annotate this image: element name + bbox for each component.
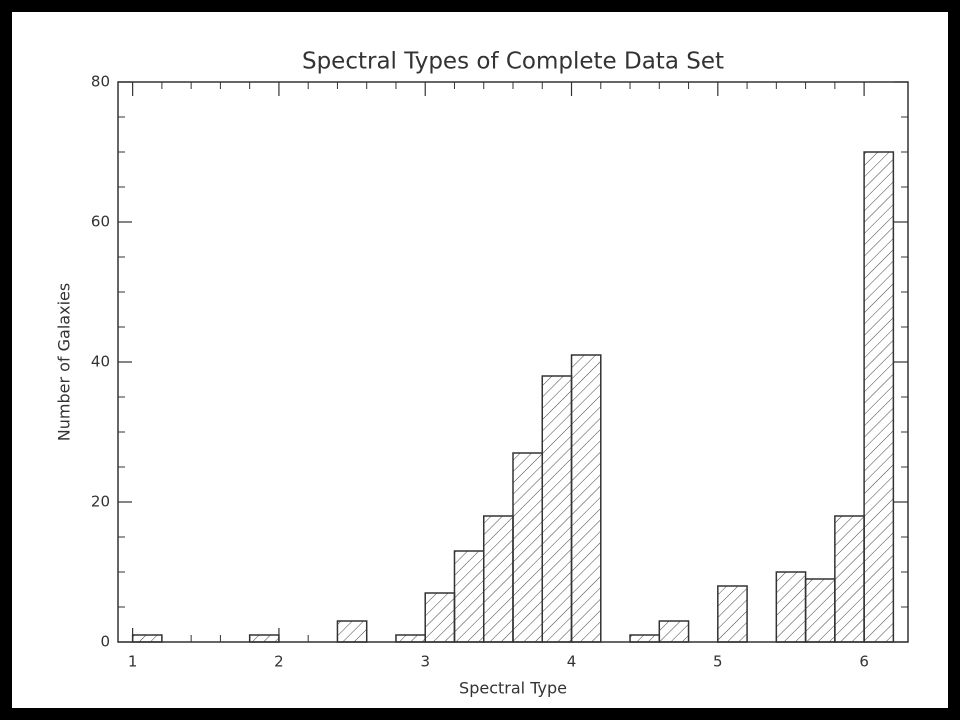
bar bbox=[453, 550, 485, 643]
y-tick-label: 40 bbox=[91, 353, 110, 371]
x-axis-label: Spectral Type bbox=[459, 679, 567, 698]
bar bbox=[804, 578, 836, 643]
y-tick-label: 60 bbox=[91, 213, 110, 231]
bar bbox=[863, 151, 895, 643]
bar bbox=[570, 354, 602, 643]
x-tick-label: 4 bbox=[567, 653, 577, 671]
bar bbox=[395, 634, 426, 643]
x-tick-label: 1 bbox=[128, 653, 138, 671]
bar bbox=[629, 634, 661, 643]
bar bbox=[775, 571, 807, 643]
bar bbox=[131, 634, 163, 643]
x-tick-label: 3 bbox=[420, 653, 430, 671]
chart-title: Spectral Types of Complete Data Set bbox=[302, 49, 724, 75]
bar bbox=[512, 452, 544, 643]
bar bbox=[424, 592, 456, 643]
y-axis-label: Number of Galaxies bbox=[55, 283, 74, 441]
x-tick-label: 2 bbox=[274, 653, 284, 671]
bar bbox=[834, 515, 865, 643]
bar bbox=[541, 375, 573, 643]
bar bbox=[658, 620, 690, 643]
y-tick-label: 0 bbox=[100, 633, 110, 651]
bar bbox=[336, 620, 368, 643]
y-tick-label: 80 bbox=[91, 73, 110, 91]
bar bbox=[482, 515, 514, 643]
x-tick-label: 6 bbox=[859, 653, 869, 671]
y-tick-label: 20 bbox=[91, 493, 110, 511]
bar bbox=[248, 634, 280, 643]
x-tick-label: 5 bbox=[713, 653, 723, 671]
bar bbox=[717, 585, 748, 643]
